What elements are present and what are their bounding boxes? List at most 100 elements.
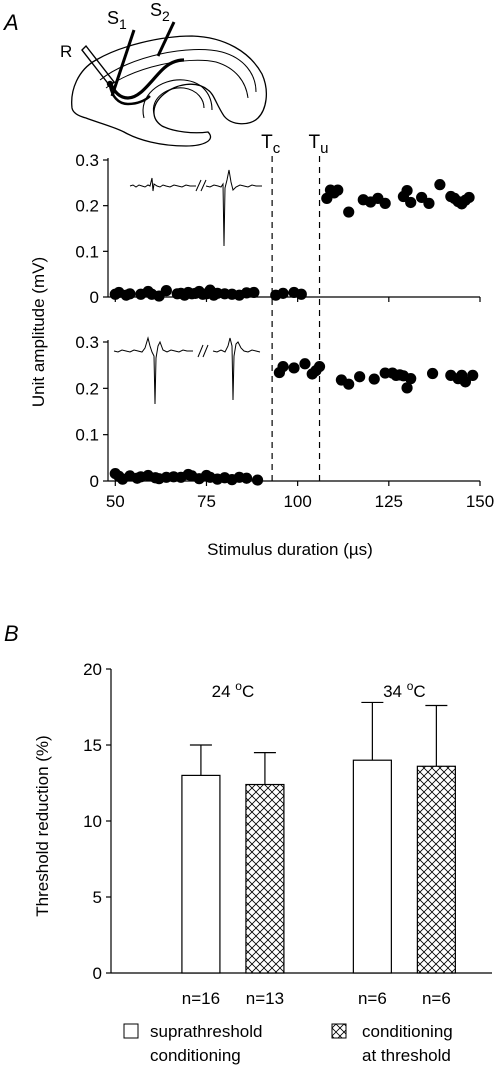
recording-site	[106, 80, 114, 88]
threshold-label-sub: u	[320, 140, 328, 157]
threshold-label-main: T	[309, 132, 321, 153]
legend-label-crosshatch-2: at threshold	[362, 1046, 451, 1065]
unit-trace-inset-2	[113, 336, 261, 405]
data-point	[277, 287, 289, 299]
temperature-value: 34	[383, 682, 407, 701]
schematic-label-r: R	[60, 42, 72, 61]
scatter-plot-threshold: 0 0.1 0.2 0.3 50 75 100 125 150	[75, 333, 494, 511]
data-point	[251, 474, 264, 486]
stim-electrode-s1	[110, 29, 136, 97]
y-tick-label: 5	[93, 888, 102, 907]
legend-swatch-crosshatch	[331, 1023, 347, 1039]
y-tick-label: 0	[93, 964, 102, 983]
schematic-dentate-1	[152, 87, 205, 115]
s2-subscript: 2	[162, 8, 170, 24]
s1-label: S	[107, 8, 119, 28]
data-point	[379, 197, 391, 209]
trace-break-2	[200, 179, 207, 192]
threshold-label-main: T	[261, 132, 273, 153]
threshold-label-sub: c	[273, 140, 281, 157]
data-point	[463, 191, 475, 204]
recording-electrode	[81, 44, 115, 88]
bar	[416, 765, 456, 974]
temperature-degree: o	[235, 679, 242, 693]
y-tick-label: 10	[83, 812, 102, 831]
schematic-label-s2: S2	[150, 0, 170, 24]
n-label: n=6	[358, 989, 387, 1008]
x-tick-label: 150	[466, 492, 494, 511]
data-point	[354, 371, 366, 383]
trace2-break-2	[202, 344, 209, 358]
data-point	[332, 184, 344, 196]
temperature-label: 34 oC	[383, 679, 426, 701]
trace2-break-1	[197, 344, 204, 358]
legend-label-open-2: conditioning	[150, 1046, 241, 1065]
data-point	[277, 360, 289, 373]
unit-trace-inset	[129, 169, 262, 247]
y-axis-title-a: Unit amplitude (mV)	[29, 257, 48, 407]
trace2-segment-right	[212, 337, 261, 401]
panel-b-label: B	[4, 621, 19, 646]
bar	[352, 759, 392, 974]
y-tick-label: 0.1	[75, 426, 99, 445]
y-tick-label: 0.2	[75, 379, 99, 398]
temperature-label: 24 oC	[212, 679, 255, 701]
legend-label-crosshatch-1: conditioning	[362, 1022, 453, 1041]
x-tick-label: 100	[283, 492, 311, 511]
bar	[245, 783, 285, 974]
hippocampus-schematic	[71, 21, 268, 147]
y-tick-label: 15	[83, 736, 102, 755]
x-tick-label: 50	[106, 492, 125, 511]
data-point	[248, 286, 260, 299]
schematic-label-s1: S1	[107, 8, 127, 32]
schematic-layer-1	[99, 49, 257, 93]
temperature-unit: C	[242, 682, 254, 701]
data-point	[343, 378, 355, 390]
data-point	[288, 362, 300, 374]
y-tick-label: 20	[83, 660, 102, 679]
n-label: n=16	[182, 989, 220, 1008]
y-tick-label: 0.3	[75, 333, 99, 352]
data-point	[434, 179, 446, 191]
data-point	[401, 382, 413, 394]
n-label: n=6	[422, 989, 451, 1008]
data-point	[423, 197, 435, 209]
data-point	[343, 206, 355, 218]
data-point	[295, 288, 307, 300]
data-point	[299, 358, 311, 370]
x-axis-title-a: Stimulus duration (µs)	[207, 540, 373, 559]
data-point	[405, 196, 417, 209]
panel-a-label: A	[2, 10, 19, 35]
trace-segment-right	[205, 169, 262, 247]
y-tick-label: 0.3	[75, 151, 99, 170]
legend-swatch-open	[123, 1023, 139, 1039]
legend: suprathreshold conditioning conditioning…	[123, 1022, 453, 1065]
temperature-value: 24	[212, 682, 236, 701]
y-tick-label: 0	[90, 288, 99, 307]
scatter-plot-conventional: 0 0.1 0.2 0.3	[75, 151, 481, 307]
temperature-degree: o	[407, 679, 414, 693]
schematic-outline	[71, 35, 268, 147]
data-point	[467, 369, 479, 381]
s1-subscript: 1	[119, 16, 127, 32]
y-axis-title-b: Threshold reduction (%)	[33, 735, 52, 916]
trace-break-1	[195, 179, 202, 192]
data-point	[459, 376, 472, 388]
data-point	[426, 367, 439, 380]
y-tick-label: 0.2	[75, 197, 99, 216]
threshold-label: Tu	[309, 132, 329, 157]
schematic-layer-2	[105, 59, 249, 99]
data-point	[405, 373, 417, 385]
temperature-unit: C	[413, 682, 425, 701]
stim-electrode-s2	[156, 21, 176, 57]
data-point	[124, 288, 136, 300]
n-label: n=13	[246, 989, 284, 1008]
bar	[181, 774, 221, 974]
threshold-label: Tc	[261, 132, 281, 157]
data-point	[160, 285, 172, 297]
x-tick-label: 75	[197, 492, 216, 511]
legend-label-open-1: suprathreshold	[150, 1022, 262, 1041]
y-tick-label: 0	[90, 472, 99, 491]
